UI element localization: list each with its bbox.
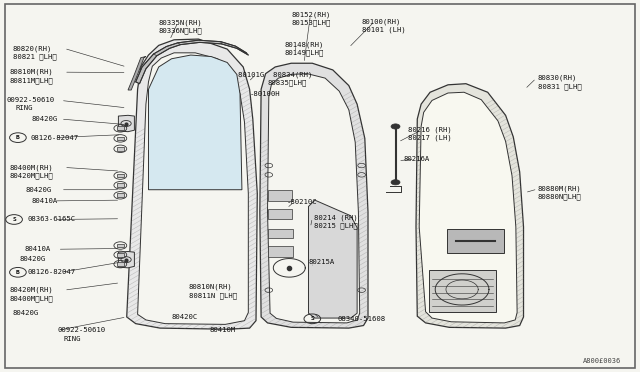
- Text: S: S: [12, 217, 16, 222]
- Text: 80149〈LH〉: 80149〈LH〉: [285, 49, 324, 56]
- Text: 80420G: 80420G: [13, 310, 39, 316]
- Text: 80420G: 80420G: [32, 116, 58, 122]
- Text: 80880N〈LH〉: 80880N〈LH〉: [538, 194, 581, 201]
- Text: -80210C: -80210C: [287, 199, 317, 205]
- Bar: [117, 126, 124, 130]
- Bar: [117, 174, 124, 177]
- Text: 08126-82047: 08126-82047: [31, 135, 79, 141]
- Text: 80148(RH): 80148(RH): [285, 41, 324, 48]
- Polygon shape: [127, 39, 257, 329]
- Bar: [117, 193, 124, 197]
- Text: 80216 (RH): 80216 (RH): [408, 126, 452, 133]
- Text: 80215 〈LH〉: 80215 〈LH〉: [314, 222, 357, 229]
- Polygon shape: [118, 115, 134, 132]
- Bar: [117, 137, 124, 140]
- Polygon shape: [128, 57, 146, 90]
- Text: B: B: [16, 135, 20, 140]
- Text: 80880M(RH): 80880M(RH): [538, 186, 581, 192]
- Text: 80336N〈LH〉: 80336N〈LH〉: [159, 27, 202, 34]
- Bar: [117, 253, 124, 257]
- Text: 80400M(RH): 80400M(RH): [10, 164, 53, 171]
- Bar: [117, 262, 124, 266]
- Text: 80830(RH): 80830(RH): [538, 75, 577, 81]
- Text: 80420C: 80420C: [172, 314, 198, 320]
- Text: 80214 (RH): 80214 (RH): [314, 214, 357, 221]
- Text: 80420G: 80420G: [19, 256, 45, 262]
- Polygon shape: [148, 55, 242, 190]
- Bar: [117, 183, 124, 187]
- Text: 80100(RH): 80100(RH): [362, 18, 401, 25]
- Circle shape: [391, 180, 400, 185]
- Text: 80810N(RH): 80810N(RH): [189, 284, 232, 291]
- Text: 80216A: 80216A: [403, 156, 429, 162]
- Text: A800£0036: A800£0036: [582, 358, 621, 364]
- Polygon shape: [308, 200, 357, 318]
- Text: 80410M: 80410M: [210, 327, 236, 333]
- Text: 08340-51608: 08340-51608: [338, 316, 386, 322]
- Text: 80420M(RH): 80420M(RH): [10, 287, 53, 294]
- Text: 80400M〈LH〉: 80400M〈LH〉: [10, 295, 53, 302]
- Text: -80100H: -80100H: [250, 91, 280, 97]
- Text: 80410A: 80410A: [32, 198, 58, 204]
- Polygon shape: [118, 251, 134, 268]
- Text: 80152(RH): 80152(RH): [291, 12, 331, 18]
- Text: 08363-6165C: 08363-6165C: [28, 217, 76, 222]
- Bar: [447, 229, 504, 253]
- Text: 80810M(RH): 80810M(RH): [10, 69, 53, 76]
- Text: 80335N(RH): 80335N(RH): [159, 19, 202, 26]
- Bar: [268, 246, 293, 257]
- Text: 80215A: 80215A: [308, 259, 335, 265]
- Bar: [268, 229, 293, 238]
- Text: RING: RING: [64, 336, 81, 341]
- Text: 00922-50610: 00922-50610: [6, 97, 54, 103]
- Text: 80420G: 80420G: [26, 187, 52, 193]
- Text: 00922-50610: 00922-50610: [58, 327, 106, 333]
- Text: 80821 〈LH〉: 80821 〈LH〉: [13, 53, 56, 60]
- Text: 80410A: 80410A: [24, 246, 51, 252]
- Bar: [268, 190, 292, 201]
- Text: 80101G  80834(RH): 80101G 80834(RH): [238, 71, 312, 78]
- Bar: [429, 270, 496, 312]
- Text: 80420M〈LH〉: 80420M〈LH〉: [10, 172, 53, 179]
- Text: 80831 〈LH〉: 80831 〈LH〉: [538, 83, 581, 90]
- Text: B: B: [16, 270, 20, 275]
- Polygon shape: [419, 92, 517, 323]
- Bar: [117, 244, 124, 247]
- Text: 80217 (LH): 80217 (LH): [408, 134, 452, 141]
- Text: 80820(RH): 80820(RH): [13, 45, 52, 52]
- Circle shape: [391, 124, 400, 129]
- Polygon shape: [268, 74, 360, 323]
- Text: 80811N 〈LH〉: 80811N 〈LH〉: [189, 292, 237, 299]
- Polygon shape: [138, 53, 248, 324]
- Bar: [117, 147, 124, 151]
- Polygon shape: [260, 63, 368, 328]
- Polygon shape: [136, 40, 248, 84]
- Polygon shape: [416, 84, 524, 328]
- Text: 08126-82047: 08126-82047: [28, 269, 76, 275]
- Text: 80101 (LH): 80101 (LH): [362, 26, 405, 33]
- Text: 80835〈LH〉: 80835〈LH〉: [268, 79, 307, 86]
- Text: RING: RING: [16, 105, 33, 111]
- Text: S: S: [310, 316, 314, 321]
- Text: 80811M〈LH〉: 80811M〈LH〉: [10, 77, 53, 84]
- Bar: [268, 209, 292, 219]
- Text: 80153〈LH〉: 80153〈LH〉: [291, 20, 331, 26]
